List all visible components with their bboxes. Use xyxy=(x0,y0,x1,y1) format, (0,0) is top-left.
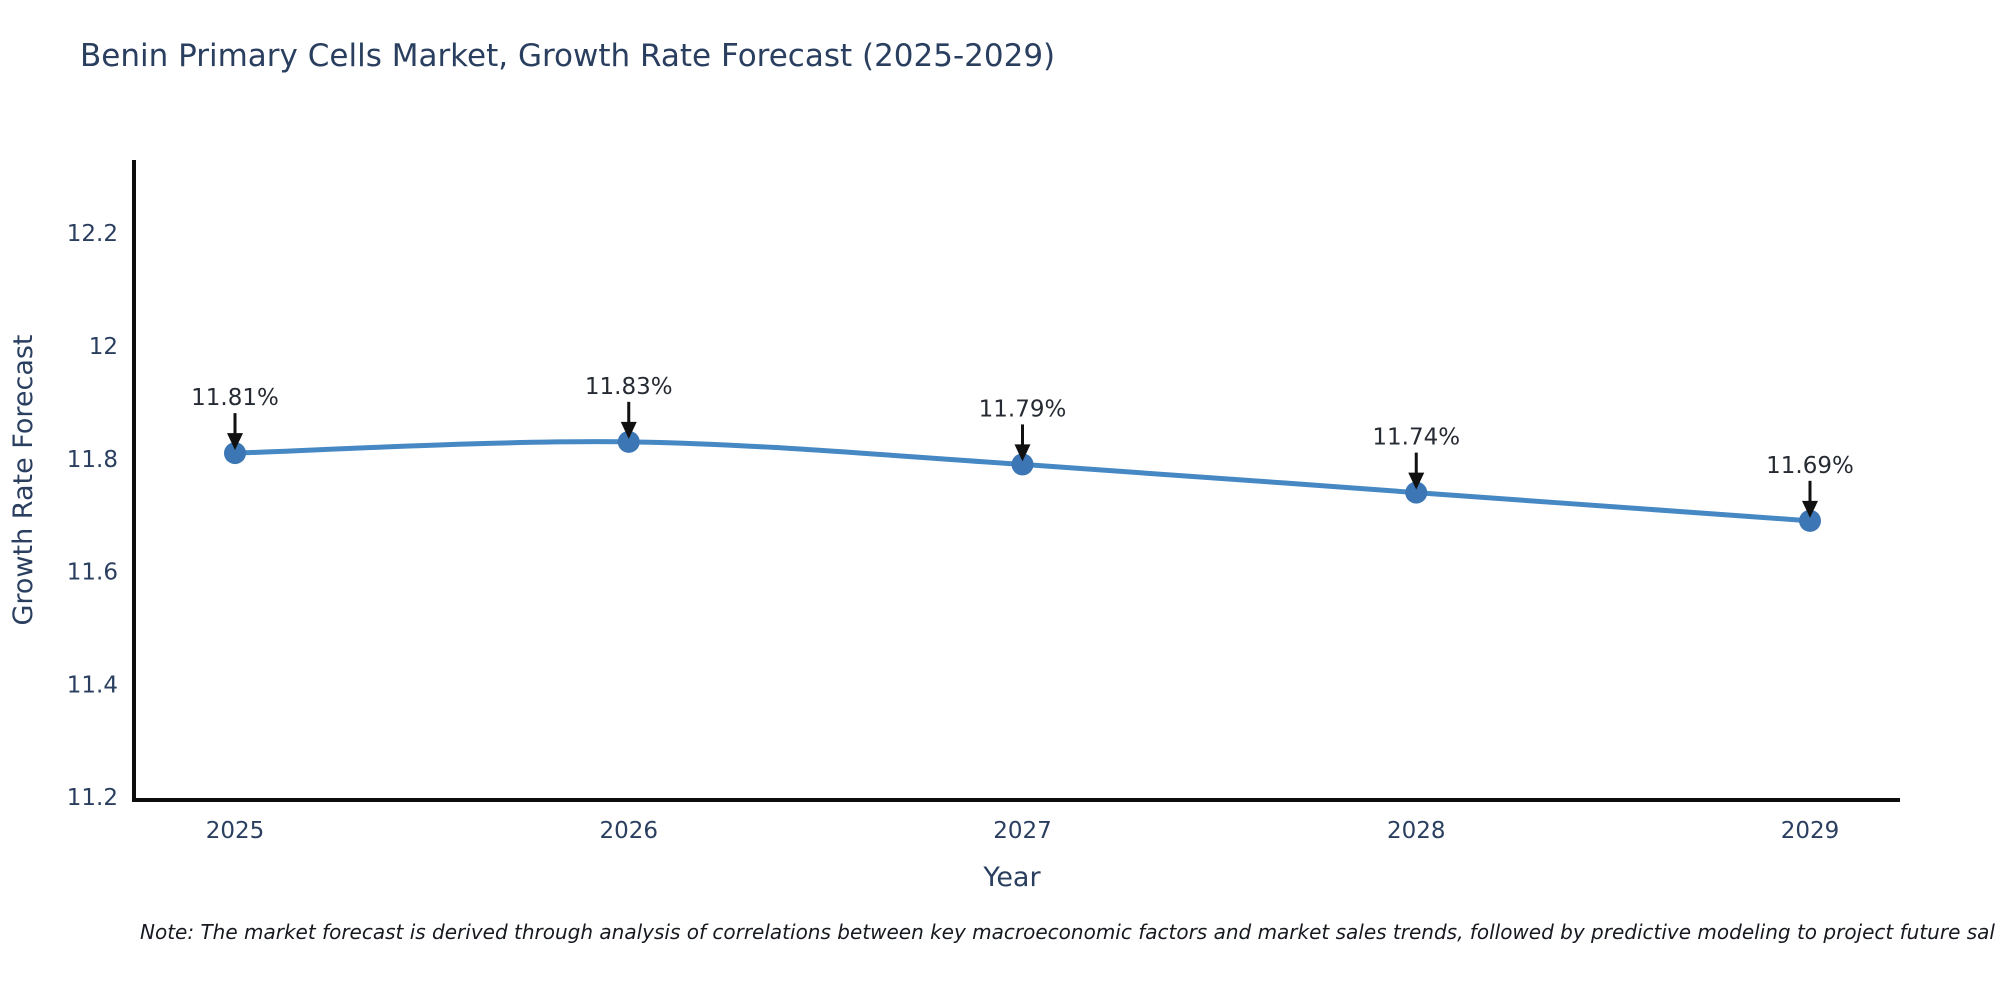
x-tick-label: 2026 xyxy=(599,818,658,844)
annotation-arrowhead xyxy=(227,433,243,451)
plot-dynamic-layer: 11.2 11.4 11.6 11.8 12 12.2 2025 2026 2027 2028 20… xyxy=(67,160,1900,844)
chart-title: Benin Primary Cells Market, Growth Rate … xyxy=(80,38,1056,74)
data-point-label: 11.81% xyxy=(191,385,279,411)
annotation-arrowhead xyxy=(620,421,637,439)
footnote: Note: The market forecast is derived thr… xyxy=(140,920,1995,944)
annotation-arrowhead xyxy=(1014,444,1031,462)
y-tick-label: 11.4 xyxy=(67,672,118,698)
x-tick-label: 2025 xyxy=(206,818,265,844)
y-tick-label: 11.6 xyxy=(67,560,118,586)
annotation-arrowhead xyxy=(1408,472,1425,490)
x-tick-label: 2028 xyxy=(1387,818,1446,844)
y-tick-label: 12.2 xyxy=(67,221,118,247)
data-point-label: 11.79% xyxy=(979,396,1067,422)
data-point-label: 11.83% xyxy=(585,374,673,400)
x-tick-label: 2027 xyxy=(993,818,1052,844)
data-point-marker[interactable] xyxy=(1799,509,1821,532)
data-point-marker[interactable] xyxy=(224,442,246,465)
data-point-marker[interactable] xyxy=(1405,481,1428,504)
data-point-marker[interactable] xyxy=(1011,453,1034,476)
y-tick-label: 11.8 xyxy=(67,447,118,473)
annotation-arrowhead xyxy=(1802,500,1818,518)
x-axis-title: Year xyxy=(982,862,1041,893)
data-point-label: 11.74% xyxy=(1372,425,1460,451)
data-point-marker[interactable] xyxy=(617,430,640,453)
data-point-label: 11.69% xyxy=(1766,453,1854,479)
y-tick-label: 12 xyxy=(89,334,118,360)
y-tick-label: 11.2 xyxy=(67,785,118,811)
x-tick-label: 2029 xyxy=(1781,818,1840,844)
y-axis-title: Growth Rate Forecast xyxy=(8,334,39,625)
